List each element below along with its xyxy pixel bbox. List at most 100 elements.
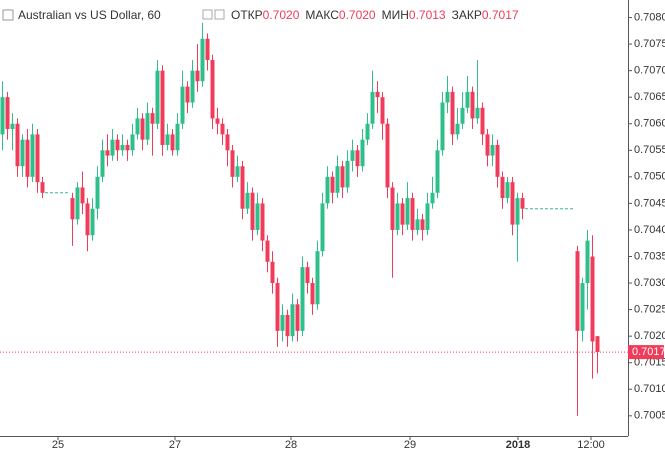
candle-body [295, 304, 300, 331]
candle [275, 277, 280, 347]
candle [475, 60, 480, 124]
y-tick-label: 0.7025 [634, 304, 665, 316]
y-tick-label: 0.7035 [634, 250, 665, 262]
candle [170, 129, 175, 156]
candle-body [35, 134, 40, 183]
candle [440, 91, 445, 156]
candle [70, 192, 75, 246]
candle-body [340, 166, 345, 188]
candle-body [265, 240, 270, 262]
candle [470, 86, 475, 130]
candle-body [435, 150, 440, 193]
candle [95, 166, 100, 220]
symbol-icon[interactable] [2, 9, 14, 21]
settings-icon[interactable] [202, 9, 213, 20]
y-tick-label: 0.7060 [634, 118, 665, 130]
candle [0, 81, 5, 151]
candle [395, 192, 400, 236]
hide-icon[interactable] [214, 9, 225, 20]
candle-body [115, 139, 120, 151]
candle-body [5, 97, 10, 130]
candle-body [460, 107, 465, 124]
y-tick-label: 0.7055 [634, 144, 665, 156]
candle [590, 235, 595, 379]
candle-body [400, 203, 405, 225]
ohlc: ОТКР0.7020 МАКС0.7020 МИН0.7013 ЗАКР0.7017 [231, 8, 519, 22]
candle-body [220, 123, 225, 135]
candle [155, 60, 160, 130]
candle-body [370, 91, 375, 124]
candle [195, 44, 200, 92]
plot-area [0, 22, 600, 416]
candle [135, 107, 140, 140]
candle [130, 123, 135, 156]
candle [20, 134, 25, 177]
candle [165, 123, 170, 151]
candle-body [480, 107, 485, 135]
low-value: 0.7013 [409, 8, 446, 22]
candle-body [30, 134, 35, 177]
candle-body [125, 144, 130, 151]
candle-body [415, 219, 420, 230]
candle [490, 134, 495, 167]
candle-body [495, 144, 500, 177]
candle [415, 208, 420, 236]
candle [105, 134, 110, 167]
candle [215, 107, 220, 135]
last-price-tag [628, 345, 664, 360]
candle-body [585, 240, 590, 284]
candle-body [310, 283, 315, 305]
candle-body [20, 139, 25, 167]
candle-body [75, 187, 80, 220]
candle [520, 192, 525, 220]
candle-body [365, 123, 370, 140]
candle [35, 129, 40, 193]
candle [485, 129, 490, 167]
candle [500, 171, 505, 209]
candle [125, 139, 130, 161]
candle-body [325, 176, 330, 204]
candle-body [445, 91, 450, 103]
candle [75, 182, 80, 225]
candle-body [240, 166, 245, 209]
candle [575, 245, 580, 416]
candle-body [170, 134, 175, 151]
candle [240, 160, 245, 220]
y-tick-label: 0.7080 [634, 11, 665, 23]
candle-body [475, 107, 480, 119]
candle-body [275, 283, 280, 331]
candle-body [350, 150, 355, 161]
candle-body [450, 91, 455, 135]
candle-body [485, 134, 490, 156]
candle-body [385, 123, 390, 188]
candle [360, 129, 365, 172]
candle-body [205, 38, 210, 61]
candle-body [150, 113, 155, 124]
open-value: 0.7020 [263, 8, 300, 22]
candle-body [70, 198, 75, 220]
y-tick-label: 0.7045 [634, 197, 665, 209]
candle [370, 70, 375, 130]
candle-body [40, 182, 45, 193]
candle-body [360, 139, 365, 167]
candle [455, 107, 460, 140]
candle [450, 86, 455, 145]
candle [295, 298, 300, 342]
candle [390, 182, 395, 278]
candle-body [505, 182, 510, 199]
y-tick-label: 0.7040 [634, 224, 665, 236]
candle [40, 176, 45, 199]
candle [355, 144, 360, 177]
candle [220, 118, 225, 145]
candle-body [455, 123, 460, 135]
candle [250, 187, 255, 241]
last-price-label: 0.7017 [632, 346, 665, 358]
candle-body [145, 113, 150, 140]
candle-body [160, 70, 165, 145]
candle [255, 192, 260, 236]
candle [190, 60, 195, 108]
candle-body [335, 166, 340, 193]
candle [340, 160, 345, 199]
